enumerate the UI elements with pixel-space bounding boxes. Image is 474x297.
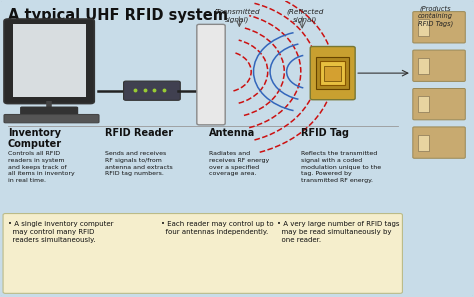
FancyBboxPatch shape (413, 50, 465, 81)
Text: RFID Reader: RFID Reader (105, 128, 173, 138)
Text: • A very large number of RFID tags
  may be read simultaneously by
  one reader.: • A very large number of RFID tags may b… (277, 221, 400, 243)
FancyBboxPatch shape (4, 19, 94, 104)
FancyBboxPatch shape (4, 115, 99, 123)
FancyBboxPatch shape (418, 19, 429, 36)
FancyBboxPatch shape (413, 89, 465, 120)
FancyBboxPatch shape (310, 47, 355, 100)
FancyBboxPatch shape (418, 58, 429, 74)
Text: Antenna: Antenna (209, 128, 255, 138)
FancyBboxPatch shape (317, 57, 349, 89)
FancyBboxPatch shape (124, 81, 180, 100)
Text: (Transmitted
signal): (Transmitted signal) (214, 8, 260, 23)
Text: (Reflected
signal): (Reflected signal) (287, 8, 324, 23)
FancyBboxPatch shape (12, 24, 86, 97)
FancyBboxPatch shape (320, 61, 345, 85)
Text: Reflects the transmitted
signal with a coded
modulation unique to the
tag. Power: Reflects the transmitted signal with a c… (301, 151, 381, 183)
FancyBboxPatch shape (324, 66, 341, 80)
Text: Radiates and
receives RF energy
over a specified
coverage area.: Radiates and receives RF energy over a s… (209, 151, 269, 176)
Text: A typical UHF RFID system: A typical UHF RFID system (8, 8, 228, 23)
Text: (Products
containing
RFID Tags): (Products containing RFID Tags) (418, 5, 453, 27)
Text: Controls all RFID
readers in system
and keeps track of
all items in inventory
in: Controls all RFID readers in system and … (8, 151, 74, 183)
Text: Sends and receives
RF signals to/from
antenna and extracts
RFID tag numbers.: Sends and receives RF signals to/from an… (105, 151, 173, 176)
FancyBboxPatch shape (413, 127, 465, 158)
Text: • A single inventory computer
  may control many RFID
  readers simultaneously.: • A single inventory computer may contro… (8, 221, 113, 243)
Text: RFID Tag: RFID Tag (301, 128, 349, 138)
FancyBboxPatch shape (418, 96, 429, 113)
FancyBboxPatch shape (20, 107, 78, 116)
FancyBboxPatch shape (418, 135, 429, 151)
Text: Inventory
Computer: Inventory Computer (8, 128, 62, 149)
FancyBboxPatch shape (413, 12, 465, 43)
Text: • Each reader may control up to
  four antennas independently.: • Each reader may control up to four ant… (161, 221, 274, 235)
FancyBboxPatch shape (197, 24, 225, 125)
FancyBboxPatch shape (3, 214, 402, 293)
